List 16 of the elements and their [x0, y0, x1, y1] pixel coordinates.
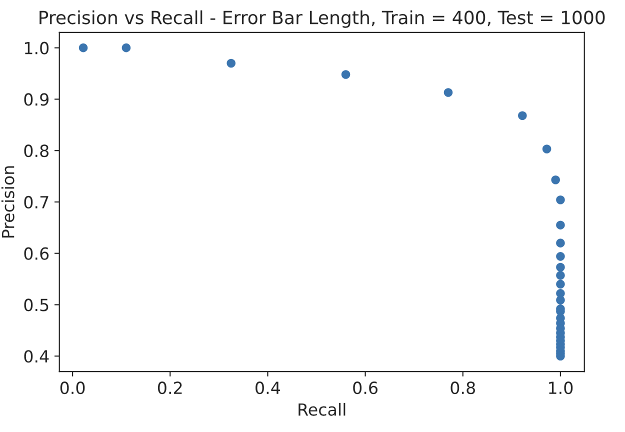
x-tick-label: 0.8 [450, 382, 475, 394]
x-tick-label: 0.0 [60, 382, 85, 394]
x-tick-label: 0.4 [256, 382, 280, 394]
chart-title: Precision vs Recall - Error Bar Length, Train = 400, Test = 1000 [40, 10, 605, 28]
y-tick-label: 0.6 [24, 247, 49, 260]
y-tick-label: 0.4 [24, 350, 49, 363]
y-tick-label: 0.5 [24, 298, 48, 312]
y-axis-title: Precision [1, 166, 14, 238]
y-tick-label: 0.8 [24, 144, 49, 158]
x-tick-label: 0.2 [158, 382, 182, 394]
y-tick-label: 1.0 [24, 42, 49, 54]
x-tick-label: 0.6 [353, 382, 378, 394]
y-tick-label: 0.7 [24, 196, 48, 209]
x-axis-title: Recall [298, 402, 346, 416]
y-tick-label: 0.9 [24, 93, 48, 106]
x-tick-label: 1.0 [549, 382, 573, 394]
